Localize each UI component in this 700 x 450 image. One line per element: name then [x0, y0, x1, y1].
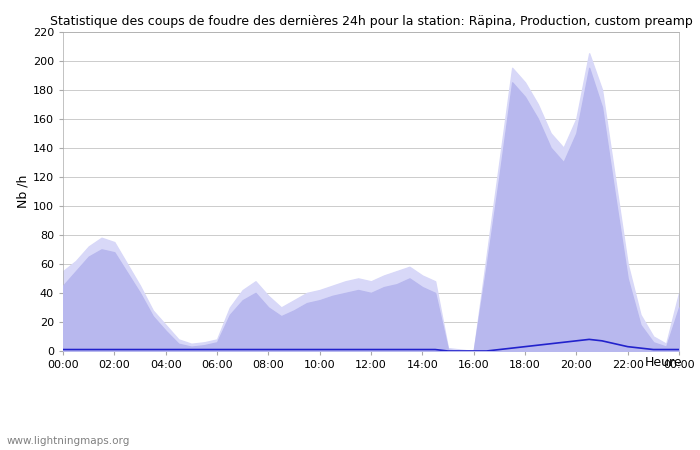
Text: Heure: Heure [645, 356, 682, 369]
Text: www.lightningmaps.org: www.lightningmaps.org [7, 436, 130, 446]
Y-axis label: Nb /h: Nb /h [17, 175, 30, 208]
Title: Statistique des coups de foudre des dernières 24h pour la station: Räpina, Produ: Statistique des coups de foudre des dern… [50, 14, 692, 27]
